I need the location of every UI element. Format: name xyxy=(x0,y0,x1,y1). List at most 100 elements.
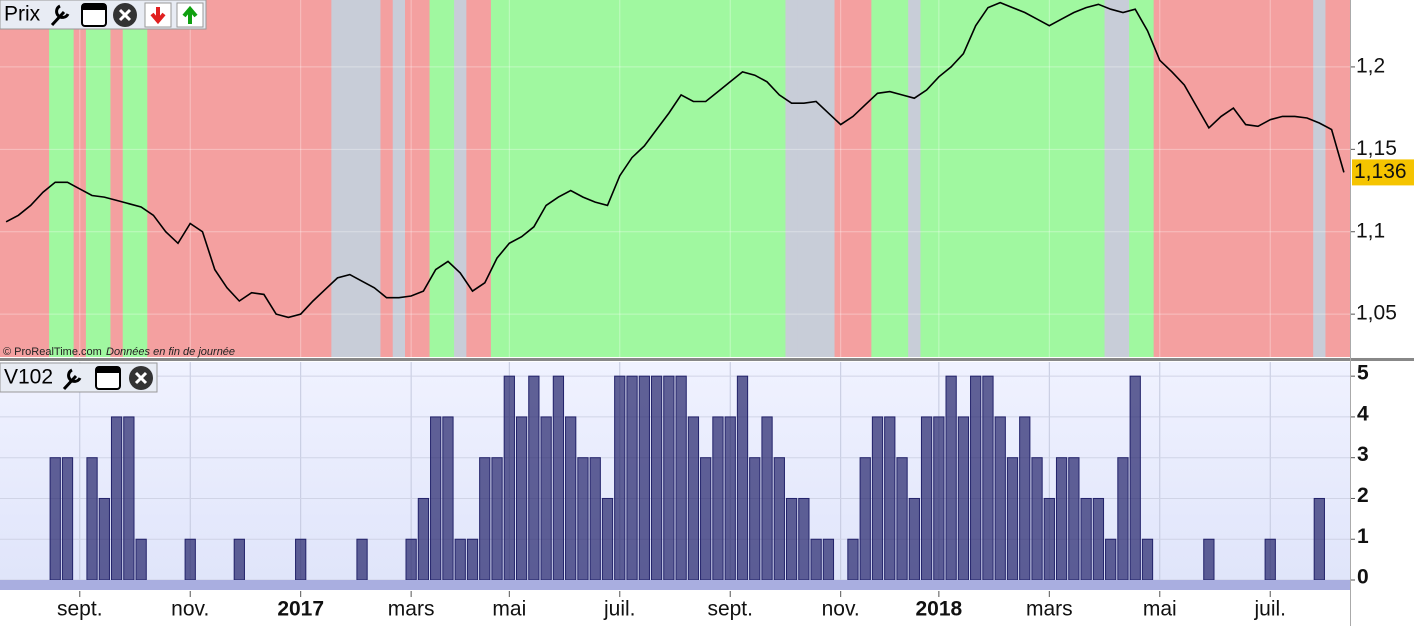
regime-band xyxy=(380,0,394,357)
bar xyxy=(491,457,503,581)
regime-band xyxy=(368,0,381,357)
regime-band xyxy=(650,0,664,357)
bar xyxy=(687,416,700,581)
y-tick-label: 3 xyxy=(1357,443,1369,466)
regime-band xyxy=(294,0,308,357)
regime-band xyxy=(711,0,725,357)
bar xyxy=(184,538,196,581)
bar xyxy=(982,375,994,581)
regime-band xyxy=(724,0,737,357)
regime-band xyxy=(1055,0,1069,357)
regime-band xyxy=(552,0,566,357)
x-tick-label: sept. xyxy=(707,598,753,621)
bar xyxy=(920,416,933,581)
move-up-icon[interactable] xyxy=(176,2,204,28)
regime-band xyxy=(601,0,615,357)
regime-band xyxy=(1153,0,1167,357)
bar xyxy=(970,375,982,581)
bar xyxy=(442,416,454,581)
regime-band xyxy=(589,0,602,357)
bar xyxy=(1031,457,1043,581)
bar xyxy=(49,457,61,581)
bar xyxy=(430,416,442,581)
price-line xyxy=(5,1,1345,319)
bar xyxy=(773,457,785,581)
regime-band xyxy=(1337,0,1351,357)
bar xyxy=(810,538,822,581)
bar xyxy=(1203,538,1215,581)
bar xyxy=(61,457,74,581)
regime-band xyxy=(1178,0,1191,357)
bar xyxy=(638,375,650,581)
bar xyxy=(565,416,577,581)
bar xyxy=(847,538,859,581)
regime-band xyxy=(1080,0,1093,357)
regime-band xyxy=(466,0,480,357)
bar xyxy=(822,538,835,581)
regime-band xyxy=(871,0,885,357)
bar xyxy=(503,375,515,581)
bar xyxy=(233,538,245,581)
bar xyxy=(86,457,98,581)
window-icon[interactable] xyxy=(81,3,107,27)
move-down-icon[interactable] xyxy=(144,2,172,28)
regime-band xyxy=(797,0,811,357)
regime-band xyxy=(957,0,971,357)
regime-band xyxy=(895,0,909,357)
regime-band xyxy=(748,0,762,357)
bar xyxy=(908,497,920,581)
regime-band xyxy=(355,0,369,357)
regime-band xyxy=(417,0,431,357)
last-value-label: 1,136 xyxy=(1354,160,1407,183)
regime-band xyxy=(122,0,136,357)
y-tick-label: 4 xyxy=(1357,402,1369,425)
regime-band xyxy=(233,0,246,357)
bar xyxy=(454,538,466,581)
regime-band xyxy=(503,0,516,357)
regime-band xyxy=(343,0,357,357)
close-icon[interactable] xyxy=(129,366,153,390)
regime-band xyxy=(932,0,946,357)
regime-band xyxy=(1165,0,1179,357)
regime-band xyxy=(270,0,283,357)
y-tick-label: 1,05 xyxy=(1356,302,1397,325)
regime-band xyxy=(405,0,418,357)
regime-band xyxy=(638,0,651,357)
regime-band xyxy=(306,0,320,357)
bar xyxy=(994,416,1006,581)
bar xyxy=(859,457,871,581)
regime-band xyxy=(331,0,345,357)
regime-band xyxy=(1043,0,1056,357)
regime-band xyxy=(540,0,553,357)
regime-band xyxy=(12,0,26,357)
regime-band xyxy=(196,0,210,357)
regime-band xyxy=(319,0,332,357)
regime-band xyxy=(184,0,197,357)
regime-band xyxy=(1264,0,1277,357)
settings-icon[interactable] xyxy=(62,368,82,391)
settings-icon[interactable] xyxy=(50,4,70,27)
bar xyxy=(1117,457,1129,581)
regime-band xyxy=(846,0,860,357)
y-tick-label: 1,15 xyxy=(1356,137,1397,160)
x-tick-label: 2018 xyxy=(916,598,963,621)
bar xyxy=(1264,538,1276,581)
window-icon[interactable] xyxy=(95,366,121,390)
bar xyxy=(295,538,307,581)
regime-band xyxy=(810,0,823,357)
regime-band xyxy=(1018,0,1032,357)
regime-band xyxy=(1030,0,1044,357)
regime-band xyxy=(1190,0,1204,357)
regime-band xyxy=(1092,0,1106,357)
regime-band xyxy=(1104,0,1118,357)
regime-band xyxy=(49,0,62,357)
regime-band xyxy=(1251,0,1265,357)
y-tick-label: 0 xyxy=(1357,566,1369,589)
bar xyxy=(798,497,810,581)
regime-band xyxy=(625,0,639,357)
y-tick-label: 1,1 xyxy=(1356,219,1385,242)
close-icon[interactable] xyxy=(113,3,137,27)
regime-band xyxy=(1067,0,1081,357)
regime-band xyxy=(245,0,259,357)
